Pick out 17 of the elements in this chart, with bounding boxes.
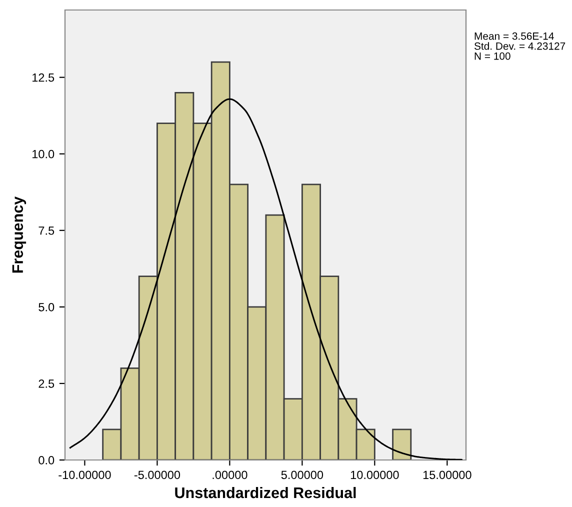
text: N = 100 (474, 52, 510, 60)
y-tick-label: 0.0 (38, 456, 54, 464)
x-tick-label: -10.00000 (58, 470, 111, 480)
x-axis-title: Unstandardized Residual (175, 486, 356, 498)
x-tick-label: .00000 (212, 470, 248, 480)
y-tick-label: 7.5 (38, 226, 54, 235)
x-tick-label: 10.00000 (350, 470, 399, 480)
y-tick-label: 10.0 (32, 150, 54, 158)
text: Std. Dev. = 4.23127 (474, 42, 566, 50)
text: Mean = 3.56E-14 (474, 32, 554, 40)
x-tick-label: -5.00000 (134, 470, 180, 480)
y-tick-label: 12.5 (32, 73, 54, 82)
y-tick-label: 2.5 (38, 380, 54, 388)
x-tick-label: 5.00000 (281, 470, 324, 480)
y-tick-label: 5.0 (38, 302, 54, 312)
x-tick-label: 15.00000 (423, 470, 472, 480)
y-axis-title: Frequency (12, 196, 26, 273)
